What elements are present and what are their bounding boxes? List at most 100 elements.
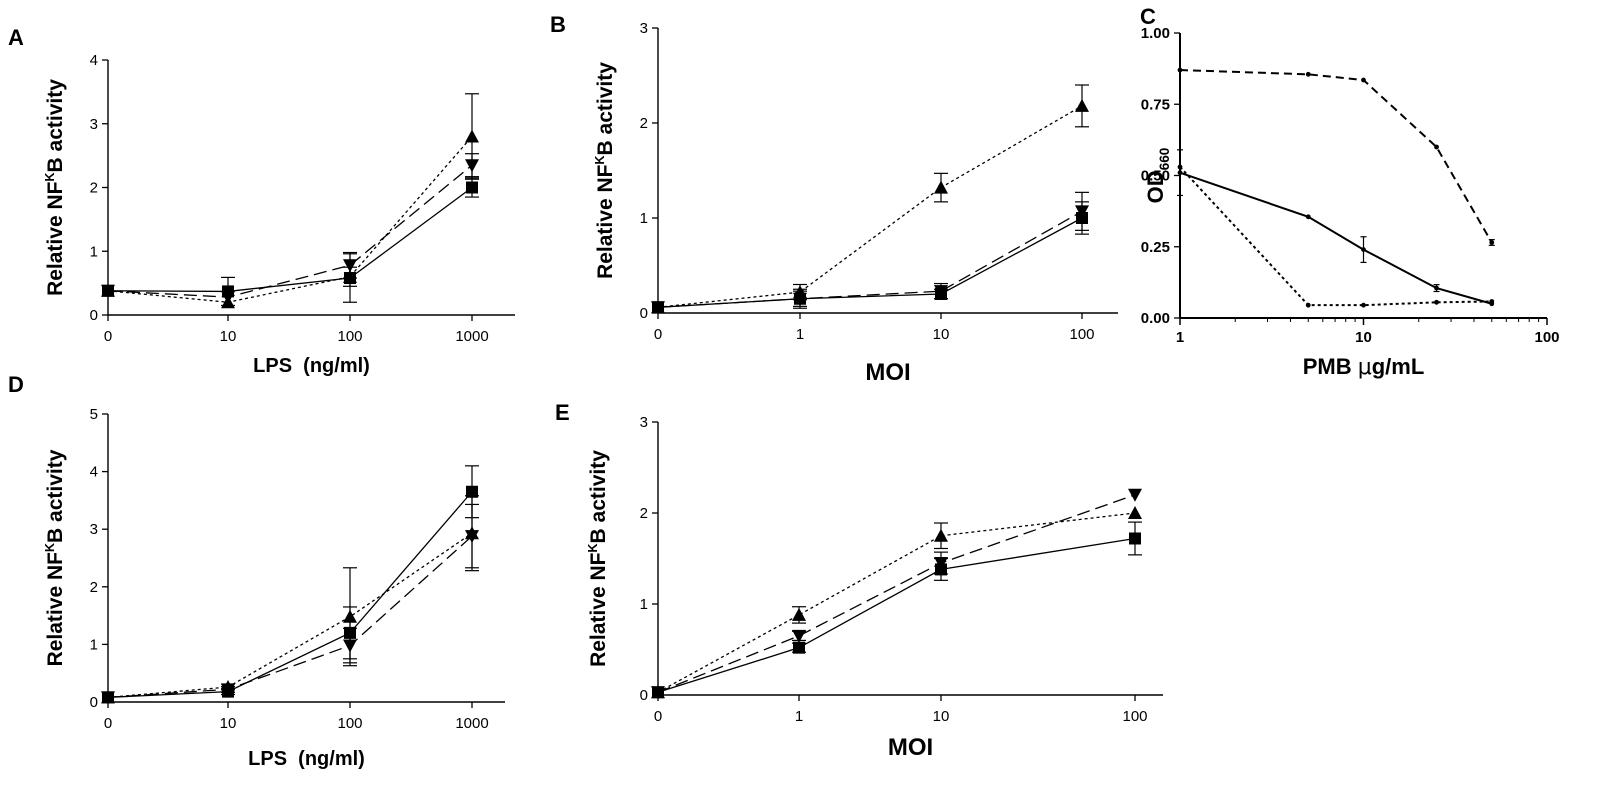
y-tick-label: 2 [640, 115, 648, 132]
triangle-down-marker [101, 284, 115, 298]
series-2 [651, 506, 1142, 699]
panel-letter: C [1140, 4, 1156, 29]
series-line [657, 537, 1136, 693]
y-axis-title: Relative NFKB activity [586, 450, 610, 667]
triangle-up-marker [1075, 98, 1089, 112]
series-3 [651, 191, 1089, 315]
triangle-down-marker [793, 292, 807, 306]
triangle-up-marker [792, 607, 806, 621]
series-1 [652, 521, 1142, 699]
triangle-down-marker [651, 686, 665, 700]
panel-letter: A [8, 25, 24, 50]
y-tick-label: 1.00 [1141, 25, 1170, 42]
series-3 [101, 153, 479, 305]
y-tick-label: 0.75 [1141, 96, 1170, 113]
dot-marker [1177, 164, 1183, 170]
x-tick-label: 0 [654, 708, 662, 725]
series-1 [102, 465, 479, 704]
y-tick-label: 4 [90, 52, 98, 69]
y-tick-label: 5 [90, 406, 98, 423]
triangle-down-marker [221, 291, 235, 305]
x-tick-label: 10 [933, 326, 950, 343]
x-axis-title: LPS (ng/ml) [253, 355, 370, 377]
x-axis-title: PMB μg/mL [1303, 354, 1425, 380]
triangle-down-marker [1128, 488, 1142, 502]
x-tick-label: 1000 [455, 715, 488, 732]
x-axis-title: MOI [865, 359, 910, 386]
triangle-down-marker [101, 691, 115, 705]
x-tick-label: 100 [1069, 326, 1094, 343]
triangle-up-marker [1128, 506, 1142, 519]
triangle-up-marker [343, 609, 357, 623]
y-tick-label: 0 [640, 687, 648, 704]
x-tick-label: 0 [104, 328, 112, 345]
x-tick-label: 100 [1534, 329, 1559, 346]
y-tick-label: 2 [90, 579, 98, 596]
square-marker [466, 181, 478, 194]
series-line [107, 136, 473, 303]
square-marker [466, 485, 478, 498]
x-tick-label: 10 [220, 328, 237, 345]
y-axis-title: Relative NFKB activity [43, 449, 67, 666]
dot-marker [1361, 302, 1366, 308]
x-tick-label: 10 [220, 715, 237, 732]
y-tick-label: 1 [90, 636, 98, 653]
square-marker [793, 641, 805, 654]
dot-marker [1177, 67, 1183, 73]
dot-marker [1305, 302, 1311, 308]
series-line [657, 512, 1136, 693]
series-line [657, 217, 1083, 308]
dot-marker [1434, 144, 1439, 150]
x-tick-label: 100 [337, 715, 362, 732]
y-tick-label: 0 [90, 307, 98, 324]
y-tick-label: 2 [90, 180, 98, 197]
panel-letter: D [8, 372, 24, 397]
y-tick-label: 1 [640, 596, 648, 613]
y-tick-label: 3 [90, 116, 98, 133]
series-3 [651, 488, 1142, 700]
triangle-up-marker [934, 180, 948, 194]
y-tick-label: 0.25 [1141, 239, 1170, 256]
square-marker [1129, 532, 1141, 545]
series-3 [1177, 164, 1495, 308]
x-tick-label: 1 [795, 708, 803, 725]
panel-a: A 0 1 2 3 4 0 10 100 1000 LPS (ng/ml) Relative NFKB… [8, 25, 515, 377]
triangle-down-marker [465, 530, 479, 544]
series-line [107, 491, 473, 699]
dot-marker [1489, 240, 1495, 245]
series-line [1179, 166, 1492, 307]
panel-e: E 0 1 2 3 0 1 10 100 MOI Relative NFKB activity [555, 400, 1163, 761]
series-1 [102, 177, 479, 307]
y-tick-label: 1 [90, 243, 98, 260]
y-axis-title: Relative NFKB activity [593, 62, 617, 279]
triangle-down-marker [343, 259, 357, 273]
series-line [657, 494, 1136, 693]
triangle-down-marker [651, 301, 665, 315]
triangle-down-marker [1075, 205, 1089, 219]
panel-letter: B [550, 12, 566, 37]
y-tick-label: 3 [640, 414, 648, 431]
series-2 [1177, 149, 1495, 307]
y-axis-title: Relative NFKB activity [43, 79, 67, 296]
triangle-down-marker [934, 557, 948, 571]
series-2 [101, 495, 479, 704]
triangle-down-marker [792, 629, 806, 643]
triangle-down-marker [465, 159, 479, 173]
dot-marker [1361, 247, 1366, 253]
dot-marker [1489, 299, 1495, 304]
x-axis-title: LPS (ng/ml) [248, 748, 365, 770]
triangle-up-marker [934, 528, 948, 542]
y-tick-label: 0.50 [1141, 168, 1170, 185]
dot-marker [1434, 299, 1439, 305]
panel-b: B 0 1 2 3 0 1 10 100 MOI Relative NFKB activity [550, 12, 1118, 386]
series-2 [651, 84, 1089, 314]
dot-marker [1177, 170, 1183, 176]
dot-marker [1434, 285, 1439, 291]
y-tick-label: 2 [640, 505, 648, 522]
y-tick-label: 3 [90, 521, 98, 538]
y-tick-label: 3 [640, 20, 648, 37]
x-tick-label: 1 [1176, 329, 1184, 346]
x-tick-label: 10 [933, 708, 950, 725]
y-tick-label: 1 [640, 210, 648, 227]
